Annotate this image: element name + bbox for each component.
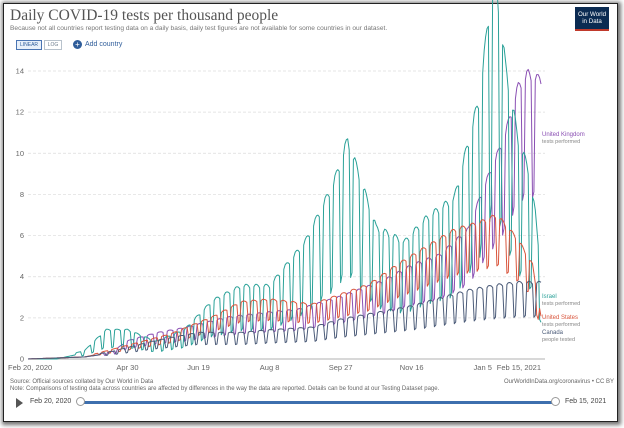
x-tick-label: Feb 20, 2020	[8, 363, 52, 372]
source-note: Source: Official sources collated by Our…	[10, 379, 154, 385]
timeline-start-handle[interactable]	[76, 397, 85, 406]
series-label: United Kingdom	[542, 132, 585, 138]
y-tick-label: 12	[16, 108, 24, 117]
y-tick-label: 2	[20, 313, 24, 322]
y-tick-label: 8	[20, 190, 24, 199]
add-country-label: Add country	[85, 41, 123, 48]
x-tick-label: Aug 8	[260, 363, 280, 372]
series-line-canada	[27, 280, 542, 360]
timeline-end-handle[interactable]	[551, 397, 560, 406]
y-tick-label: 10	[16, 149, 24, 158]
series-sublabel: people tested	[542, 337, 575, 343]
add-country-button[interactable]: + Add country	[73, 40, 122, 49]
plus-icon: +	[73, 40, 82, 49]
owid-logo[interactable]: Our World in Data	[575, 7, 609, 31]
log-scale-toggle[interactable]: LOG	[44, 40, 62, 50]
x-tick-label: Feb 15, 2021	[497, 363, 541, 372]
series-label: United States	[542, 315, 578, 321]
logo-line-2: in Data	[582, 18, 602, 25]
chart-title: Daily COVID-19 tests per thousand people	[10, 7, 279, 24]
y-tick-label: 14	[16, 67, 24, 76]
chart-frame	[3, 3, 618, 422]
timeline-end-label: Feb 15, 2021	[565, 398, 607, 405]
x-tick-label: Sep 27	[329, 363, 353, 372]
timeline-start-label: Feb 20, 2020	[30, 398, 72, 405]
logo-line-1: Our World	[577, 11, 607, 18]
series-label: Canada	[542, 330, 564, 336]
x-tick-label: Jan 5	[474, 363, 492, 372]
timeline-slider[interactable]: Feb 20, 2020 Feb 15, 2021	[10, 396, 608, 410]
comparison-note: Note: Comparisons of testing data across…	[10, 386, 440, 392]
series-line-united-kingdom	[27, 68, 542, 360]
y-tick-label: 6	[20, 231, 24, 240]
series-line-israel	[28, 0, 542, 360]
x-tick-label: Jun 19	[187, 363, 210, 372]
series-label: Israel	[542, 294, 557, 300]
linear-scale-toggle[interactable]: LINEAR	[16, 40, 42, 50]
y-tick-label: 0	[20, 355, 24, 364]
x-axis: Feb 20, 2020 Apr 30 Jun 19 Aug 8 Sep 27 Nov 1…	[8, 363, 541, 372]
y-tick-label: 4	[20, 272, 24, 281]
series-sublabel: tests performed	[542, 139, 580, 145]
x-tick-label: Apr 30	[116, 363, 138, 372]
timeline-track[interactable]	[80, 401, 555, 404]
chart-subtitle: Because not all countries report testing…	[10, 25, 388, 32]
series-sublabel: tests performed	[542, 322, 580, 328]
play-icon[interactable]	[16, 398, 23, 408]
series-sublabel: tests performed	[542, 301, 580, 307]
x-tick-label: Nov 16	[400, 363, 424, 372]
credit-link[interactable]: OurWorldInData.org/coronavirus • CC BY	[503, 379, 614, 385]
chart-lines	[27, 0, 542, 360]
series-line-united-states	[27, 214, 542, 360]
